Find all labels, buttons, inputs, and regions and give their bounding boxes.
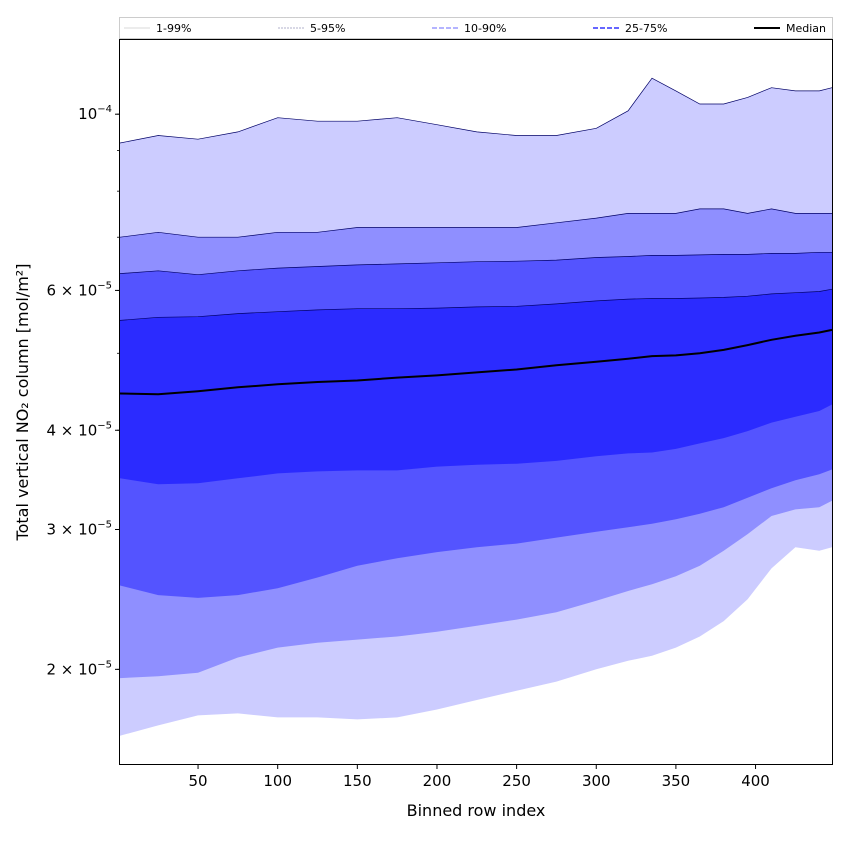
y-tick-label: 4 × 10−5 (47, 420, 113, 439)
legend: 1-99% 5-95% 10-90% 25-75% Median (119, 17, 833, 39)
x-tick-label: 150 (343, 772, 372, 790)
y-tick-label: 6 × 10−5 (47, 280, 113, 299)
median-layer (119, 328, 833, 396)
plot-frame (119, 39, 833, 765)
band-25-75- (120, 289, 832, 485)
band-upper-edge-25-75- (119, 288, 833, 321)
y-tick-label: 3 × 10−5 (47, 519, 113, 538)
x-tick-label: 400 (741, 772, 770, 790)
y-axis: 2 × 10−5 3 × 10−5 4 × 10−5 6 × 10−5 10−4 (47, 104, 120, 678)
median-line (119, 328, 833, 396)
x-tick-label: 350 (662, 772, 691, 790)
band-upper-edge-1-99- (119, 77, 833, 144)
x-tick-label: 50 (189, 772, 208, 790)
x-axis-label: Binned row index (407, 801, 546, 820)
x-tick-label: 200 (423, 772, 452, 790)
band-upper-edge-5-95- (119, 208, 832, 238)
legend-label-10-90-: 10-90% (464, 22, 506, 35)
x-tick-label: 250 (502, 772, 531, 790)
legend-label-Median: Median (786, 22, 826, 35)
x-tick-label: 300 (582, 772, 611, 790)
x-tick-label: 100 (263, 772, 292, 790)
legend-frame (119, 17, 833, 39)
y-axis-label: Total vertical NO₂ column [mol/m²] (13, 264, 32, 542)
x-axis: 50 100 150 200 250 300 350 400 (189, 764, 770, 790)
legend-label-25-75-: 25-75% (625, 22, 667, 35)
legend-label-5-95-: 5-95% (310, 22, 345, 35)
band-upper-edge-10-90- (119, 251, 832, 276)
legend-label-1-99-: 1-99% (156, 22, 191, 35)
y-tick-label: 10−4 (78, 104, 112, 123)
percentile-bands (119, 77, 833, 736)
y-tick-label: 2 × 10−5 (47, 659, 113, 678)
